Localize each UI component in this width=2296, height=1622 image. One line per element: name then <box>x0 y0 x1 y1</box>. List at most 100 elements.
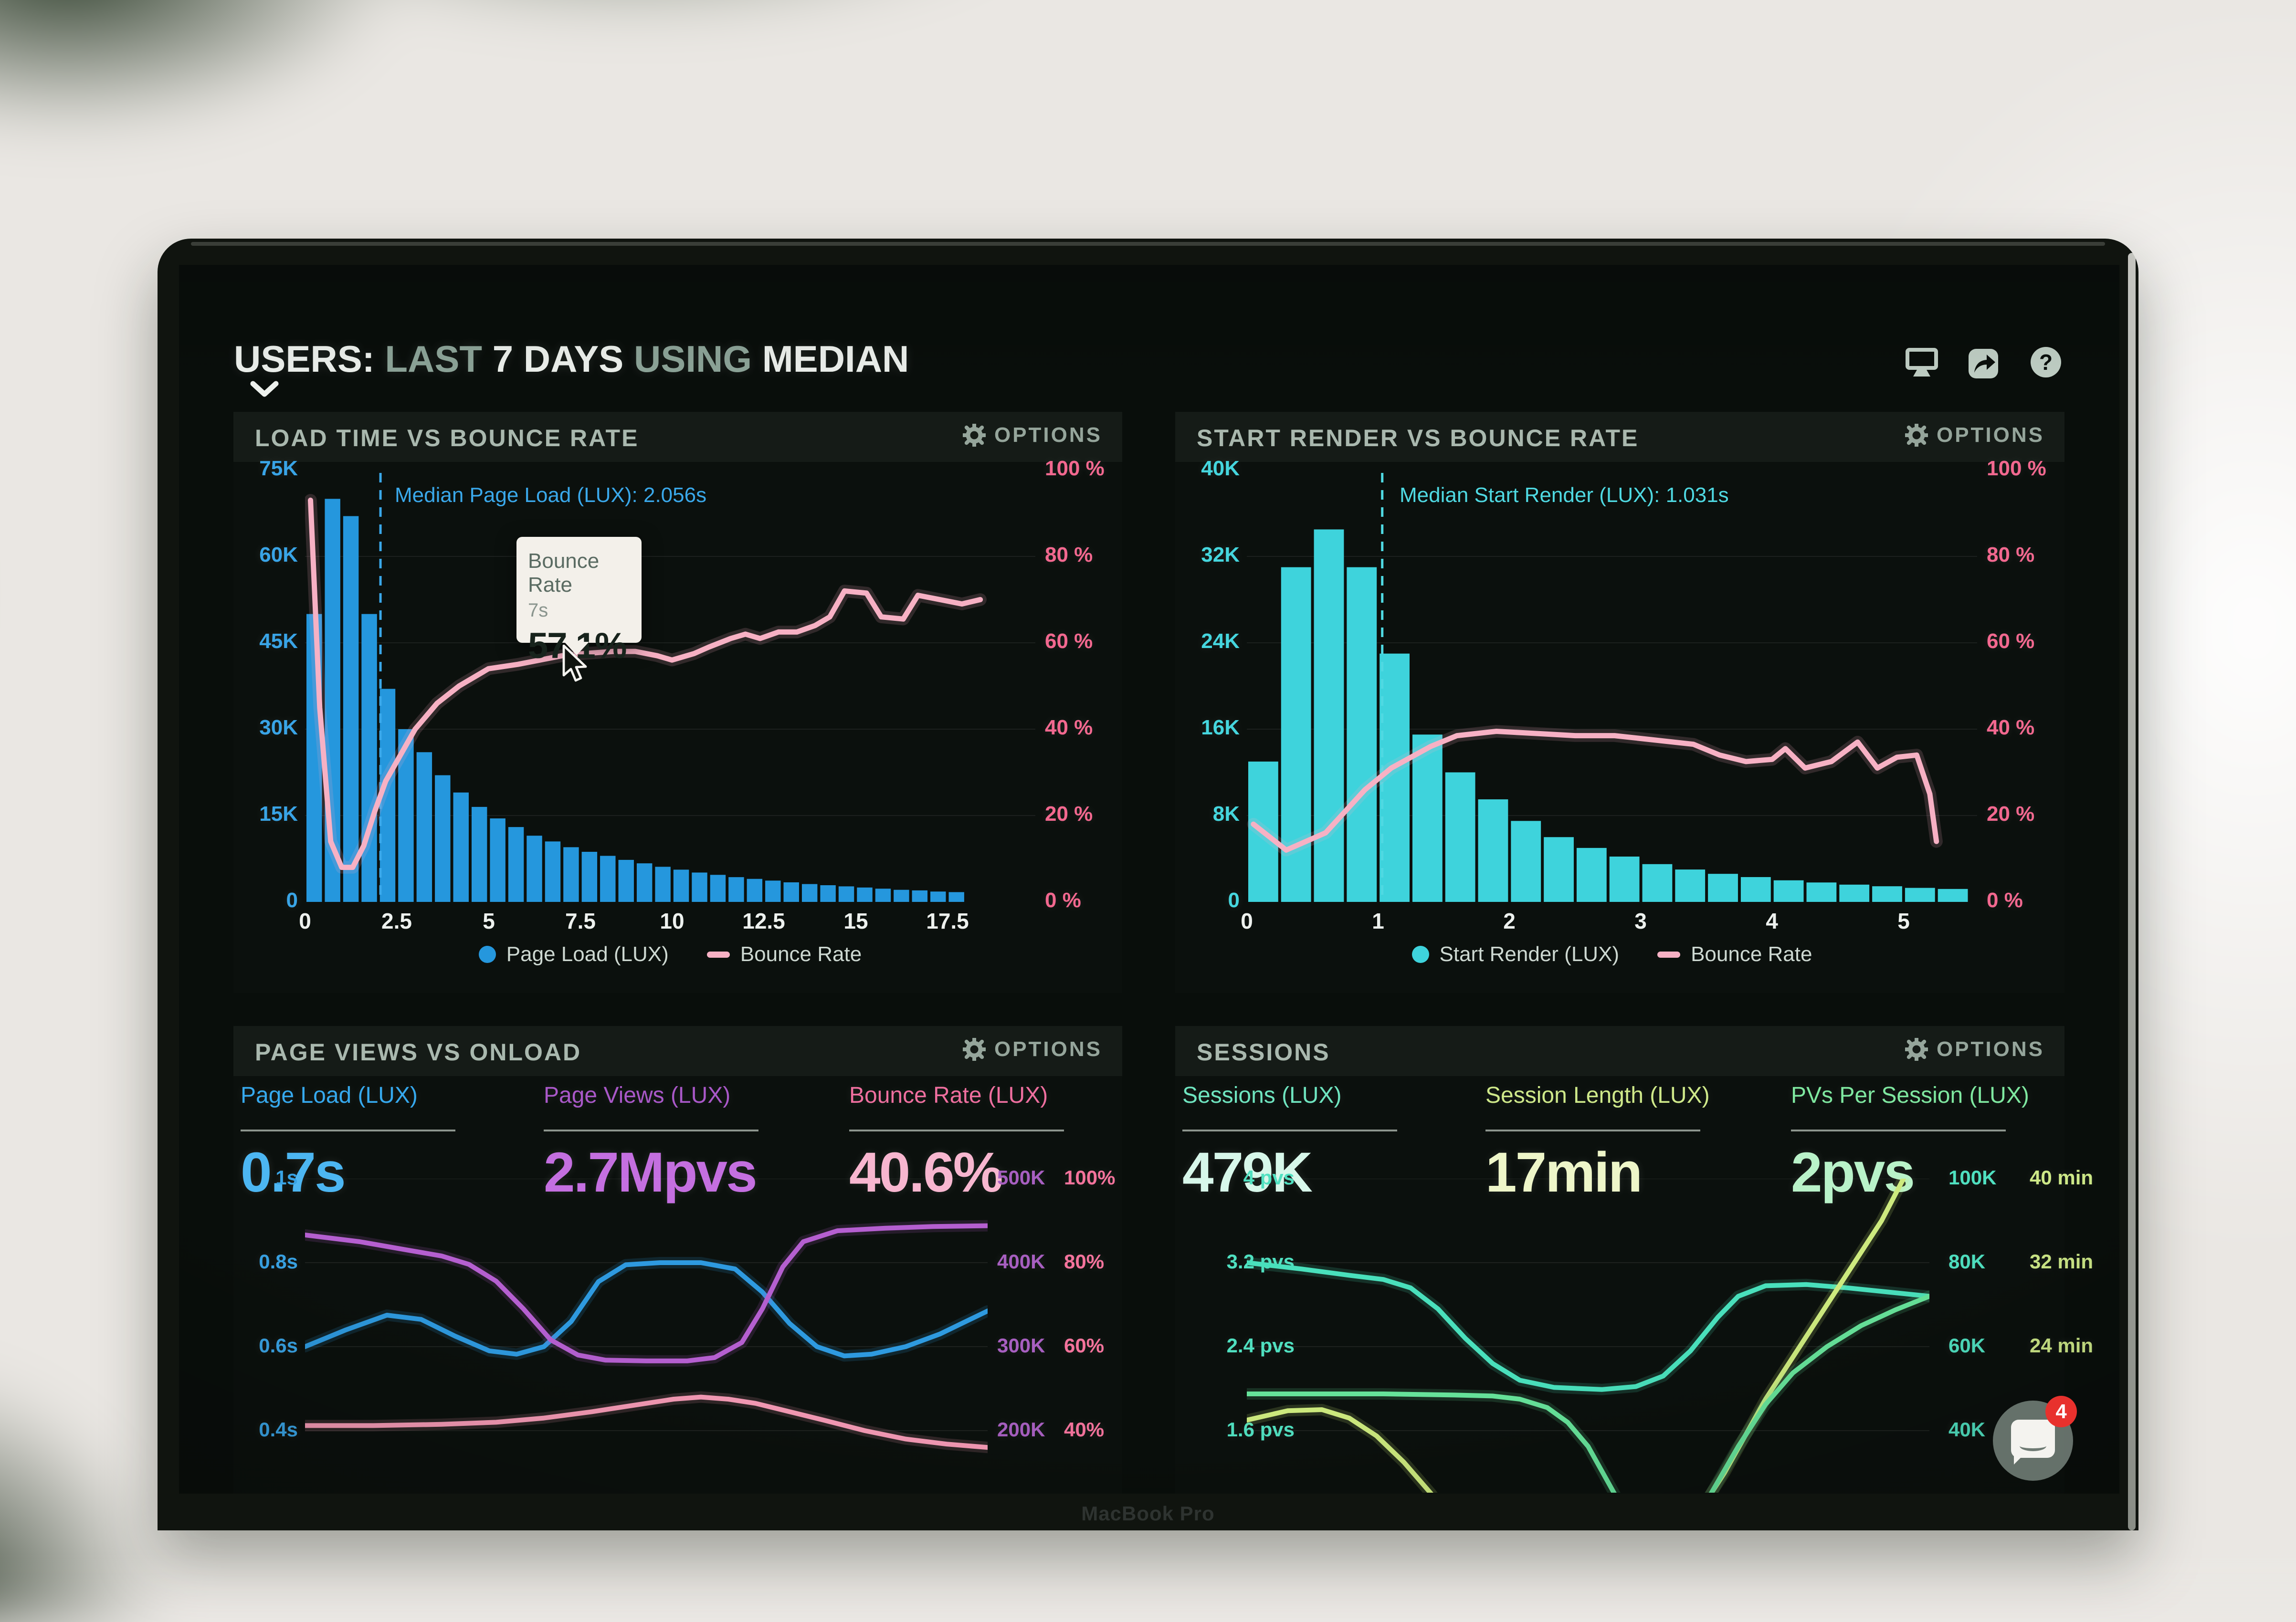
header-dropdown[interactable]: USERS: LAST 7 DAYS USING MEDIAN <box>234 337 909 398</box>
options-button[interactable]: OPTIONS <box>963 1037 1102 1061</box>
x-tick: 3 <box>1619 908 1662 934</box>
chart-tooltip: Bounce Rate 7s 57.1% <box>516 537 642 643</box>
y-axis-right-label: 100K <box>1948 1166 1996 1189</box>
y-axis-label: 1s <box>233 1166 298 1189</box>
panel-start-render-vs-bounce-rate: START RENDER VS BOUNCE RATE OPTIONS 4 <box>1175 412 2064 993</box>
legend-dot-icon <box>1412 946 1429 963</box>
y-axis-right-label: 100 % <box>1045 457 1105 481</box>
y-axis-right-label: 80K <box>1948 1250 1985 1273</box>
x-tick: 12.5 <box>742 908 785 934</box>
chart-legend: Start Render (LUX) Bounce Rate <box>1247 942 1977 966</box>
y-axis-right-label: 40K <box>1948 1418 1985 1441</box>
y-axis-label: 75K <box>233 457 298 481</box>
tooltip-series: Bounce Rate <box>528 549 630 597</box>
y-axis-label: 0.6s <box>233 1334 298 1357</box>
y-axis-right-label: 0 % <box>1045 889 1081 912</box>
metric-divider <box>1791 1130 2006 1131</box>
metric-label: Sessions (LUX) <box>1182 1082 1450 1109</box>
x-tick: 17.5 <box>926 908 969 934</box>
metric-divider <box>1182 1130 1397 1131</box>
y-axis-right-label: 60K <box>1948 1334 1985 1357</box>
x-tick: 5 <box>1882 908 1925 934</box>
panel-sessions: SESSIONS OPTIONS Sessions (L <box>1175 1026 2064 1494</box>
y-axis-label: 15K <box>233 802 298 826</box>
panel-titlebar: PAGE VIEWS VS ONLOAD OPTIONS <box>233 1026 1122 1076</box>
metric-divider <box>849 1130 1064 1131</box>
gear-icon <box>1905 424 1928 447</box>
gear-icon <box>963 424 986 447</box>
y-axis-right-label: 80% <box>1064 1250 1104 1273</box>
panel-titlebar: START RENDER VS BOUNCE RATE OPTIONS <box>1175 412 2064 462</box>
legend-start-render[interactable]: Start Render (LUX) <box>1412 942 1620 966</box>
monitor-icon[interactable] <box>1905 345 1939 379</box>
x-tick: 2.5 <box>375 908 418 934</box>
median-annotation: Median Start Render (LUX): 1.031s <box>1400 483 1729 507</box>
y-axis-right-label: 200K <box>997 1418 1045 1441</box>
panel-title: START RENDER VS BOUNCE RATE <box>1197 424 1639 452</box>
metric-divider <box>241 1130 455 1131</box>
options-button[interactable]: OPTIONS <box>963 423 1102 447</box>
x-tick: 0 <box>284 908 326 934</box>
legend-bounce-rate[interactable]: Bounce Rate <box>1657 942 1812 966</box>
line-chart[interactable] <box>305 1179 988 1493</box>
y-axis-label: 45K <box>233 629 298 653</box>
panel-load-time-vs-bounce-rate: LOAD TIME VS BOUNCE RATE OPTIONS 75K <box>233 412 1122 993</box>
y-axis-label: 8K <box>1175 802 1240 826</box>
legend-dot-icon <box>479 946 496 963</box>
metric-label: Session Length (LUX) <box>1485 1082 1753 1109</box>
tooltip-x-value: 7s <box>528 600 630 621</box>
panel-titlebar: LOAD TIME VS BOUNCE RATE OPTIONS <box>233 412 1122 462</box>
chart-legend: Page Load (LUX) Bounce Rate <box>305 942 1035 966</box>
options-button[interactable]: OPTIONS <box>1905 423 2044 447</box>
chat-smile-icon <box>2020 1441 2046 1451</box>
panel-titlebar: SESSIONS OPTIONS <box>1175 1026 2064 1076</box>
toolbar-icons: ? <box>1905 345 2063 379</box>
bar-line-chart[interactable] <box>305 470 1035 902</box>
y-axis-right-label: 60% <box>1064 1334 1104 1357</box>
options-label: OPTIONS <box>994 1037 1102 1061</box>
metric-divider <box>1485 1130 1700 1131</box>
panel-title: LOAD TIME VS BOUNCE RATE <box>255 424 639 452</box>
y-axis-label: 16K <box>1175 716 1240 740</box>
y-axis-right-label: 40 % <box>1045 716 1093 740</box>
legend-bounce-rate[interactable]: Bounce Rate <box>707 942 862 966</box>
y-axis-right-label: 80 % <box>1987 543 2034 567</box>
x-tick: 1 <box>1357 908 1400 934</box>
header-users: USERS: <box>234 338 375 380</box>
x-tick: 2 <box>1488 908 1531 934</box>
header-using: USING <box>634 338 752 380</box>
y-axis-right-label: 20 % <box>1987 802 2034 826</box>
mouse-cursor-icon <box>562 645 592 686</box>
laptop: USERS: LAST 7 DAYS USING MEDIAN ? <box>158 239 2138 1530</box>
y-axis-right-label: 300K <box>997 1334 1045 1357</box>
x-tick: 4 <box>1750 908 1793 934</box>
metric-label: PVs Per Session (LUX) <box>1791 1082 2058 1109</box>
y-axis-label: 0.4s <box>233 1418 298 1441</box>
help-icon[interactable]: ? <box>2029 345 2063 379</box>
legend-page-load[interactable]: Page Load (LUX) <box>479 942 669 966</box>
share-icon[interactable] <box>1967 345 2001 379</box>
y-axis-right-label: 60 % <box>1045 629 1093 653</box>
options-label: OPTIONS <box>994 423 1102 447</box>
options-button[interactable]: OPTIONS <box>1905 1037 2044 1061</box>
x-tick: 0 <box>1225 908 1268 934</box>
chat-bubble-icon <box>2011 1420 2055 1458</box>
legend-dash-icon <box>707 952 730 958</box>
y-axis-right-label: 100 % <box>1987 457 2046 481</box>
y-axis-right-label: 80 % <box>1045 543 1093 567</box>
y-axis-right-label: 40 min <box>2030 1166 2093 1189</box>
bar-line-chart[interactable] <box>1247 470 1977 902</box>
notification-badge: 4 <box>2045 1396 2077 1427</box>
gear-icon <box>1905 1038 1928 1061</box>
options-label: OPTIONS <box>1937 1037 2044 1061</box>
y-axis-right-label: 20 % <box>1045 802 1093 826</box>
y-axis-right-label: 400K <box>997 1250 1045 1273</box>
y-axis-label: 0.8s <box>233 1250 298 1273</box>
y-axis-right-label: 60 % <box>1987 629 2034 653</box>
y-axis-label: 30K <box>233 716 298 740</box>
line-chart[interactable] <box>1247 1179 1929 1493</box>
chat-widget-button[interactable]: 4 <box>1993 1401 2073 1481</box>
panel-title: PAGE VIEWS VS ONLOAD <box>255 1038 581 1066</box>
options-label: OPTIONS <box>1937 423 2044 447</box>
y-axis-right-label: 24 min <box>2030 1334 2093 1357</box>
